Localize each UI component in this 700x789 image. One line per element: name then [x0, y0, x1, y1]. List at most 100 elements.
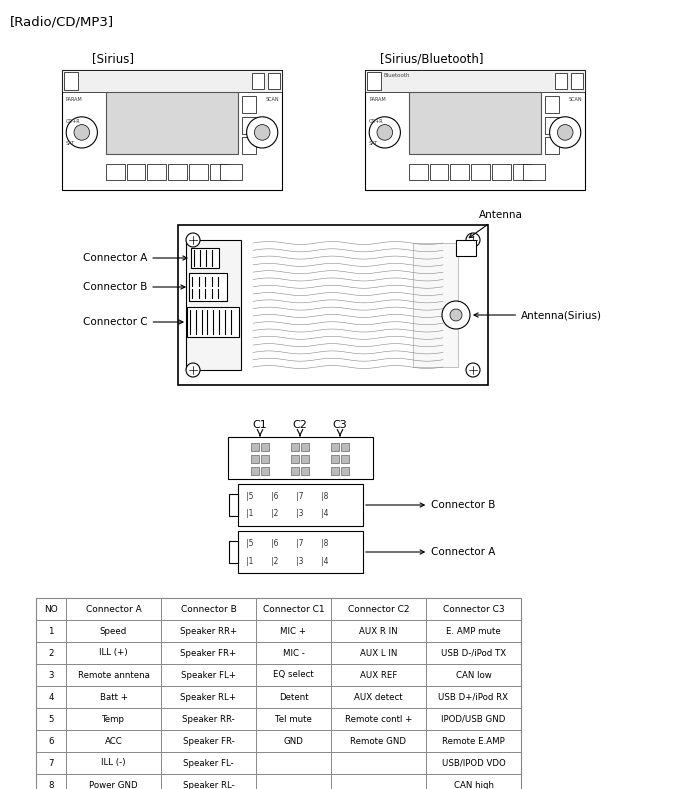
Bar: [471, 163, 490, 181]
Text: CD+R: CD+R: [66, 118, 80, 124]
Text: Antenna(Sirius): Antenna(Sirius): [474, 310, 602, 320]
Bar: [64, 72, 78, 90]
Text: |1: |1: [246, 556, 253, 566]
Bar: [341, 443, 349, 451]
Bar: [36, 598, 521, 789]
Bar: [220, 163, 242, 181]
Text: 1: 1: [48, 626, 54, 635]
Circle shape: [466, 233, 480, 247]
Text: GND: GND: [284, 736, 303, 746]
Text: |5: |5: [246, 539, 253, 548]
Text: AUX REF: AUX REF: [360, 671, 397, 679]
Circle shape: [254, 125, 270, 140]
Bar: [229, 541, 238, 563]
Text: Connector C: Connector C: [83, 317, 183, 327]
Bar: [251, 443, 259, 451]
Bar: [106, 92, 238, 154]
Text: Detent: Detent: [279, 693, 308, 701]
Bar: [409, 92, 541, 154]
Text: ILL (-): ILL (-): [102, 758, 126, 768]
Text: |3: |3: [296, 510, 304, 518]
Bar: [106, 163, 125, 181]
Text: |2: |2: [271, 556, 279, 566]
Text: Connector A: Connector A: [85, 604, 141, 614]
Bar: [555, 73, 567, 88]
Text: |7: |7: [296, 492, 304, 500]
Text: [Sirius]: [Sirius]: [92, 52, 134, 65]
Text: Speaker RL+: Speaker RL+: [181, 693, 237, 701]
Bar: [301, 467, 309, 475]
Circle shape: [377, 125, 393, 140]
Bar: [209, 163, 228, 181]
Text: CD+R: CD+R: [369, 118, 384, 124]
Text: USB/IPOD VDO: USB/IPOD VDO: [442, 758, 505, 768]
Text: |3: |3: [296, 556, 304, 566]
Text: Speaker FL-: Speaker FL-: [183, 758, 234, 768]
Text: C2: C2: [293, 420, 307, 430]
Bar: [291, 455, 299, 463]
Text: USB D-/iPod TX: USB D-/iPod TX: [441, 649, 506, 657]
Bar: [341, 455, 349, 463]
Bar: [228, 437, 373, 479]
Text: 2: 2: [48, 649, 54, 657]
Text: PARAM: PARAM: [369, 96, 386, 102]
Bar: [187, 307, 239, 337]
Text: Speed: Speed: [100, 626, 127, 635]
Bar: [450, 163, 469, 181]
Text: EQ select: EQ select: [273, 671, 314, 679]
Text: Speaker RR-: Speaker RR-: [182, 715, 235, 724]
Circle shape: [186, 233, 200, 247]
Bar: [127, 163, 146, 181]
Text: |7: |7: [296, 539, 304, 548]
Text: |6: |6: [271, 492, 279, 500]
Bar: [341, 467, 349, 475]
Text: Connector B: Connector B: [83, 282, 185, 292]
Text: |4: |4: [321, 510, 328, 518]
Circle shape: [74, 125, 90, 140]
Text: Power GND: Power GND: [89, 780, 138, 789]
Bar: [367, 72, 381, 90]
Text: |8: |8: [321, 492, 328, 500]
Text: Connector C3: Connector C3: [442, 604, 504, 614]
Text: 4: 4: [48, 693, 54, 701]
Bar: [545, 96, 559, 113]
Text: Batt +: Batt +: [99, 693, 127, 701]
Text: MIC -: MIC -: [283, 649, 304, 657]
Text: |2: |2: [271, 510, 279, 518]
Bar: [409, 163, 428, 181]
Bar: [242, 117, 256, 133]
Bar: [331, 455, 339, 463]
Bar: [365, 70, 585, 190]
Text: |6: |6: [271, 539, 279, 548]
Text: E. AMP mute: E. AMP mute: [446, 626, 501, 635]
Bar: [178, 225, 488, 385]
Text: SAT: SAT: [369, 140, 378, 146]
Text: Connector B: Connector B: [181, 604, 237, 614]
Text: 7: 7: [48, 758, 54, 768]
Bar: [268, 73, 280, 88]
Text: ACC: ACC: [104, 736, 122, 746]
Text: SCAN: SCAN: [568, 96, 582, 102]
Circle shape: [246, 117, 278, 148]
Circle shape: [550, 117, 581, 148]
Bar: [62, 70, 282, 190]
Text: 6: 6: [48, 736, 54, 746]
Bar: [189, 163, 207, 181]
Bar: [301, 455, 309, 463]
Bar: [242, 137, 256, 154]
Bar: [189, 273, 227, 301]
Circle shape: [369, 117, 400, 148]
Bar: [430, 163, 449, 181]
Bar: [571, 73, 583, 88]
Bar: [251, 455, 259, 463]
Bar: [229, 494, 238, 516]
Text: Connector A: Connector A: [366, 547, 496, 557]
Bar: [524, 163, 545, 181]
Text: CAN low: CAN low: [456, 671, 491, 679]
Text: Remote contl +: Remote contl +: [345, 715, 412, 724]
Bar: [242, 96, 256, 113]
Text: |8: |8: [321, 539, 328, 548]
Bar: [291, 467, 299, 475]
Bar: [545, 117, 559, 133]
Bar: [252, 73, 264, 88]
